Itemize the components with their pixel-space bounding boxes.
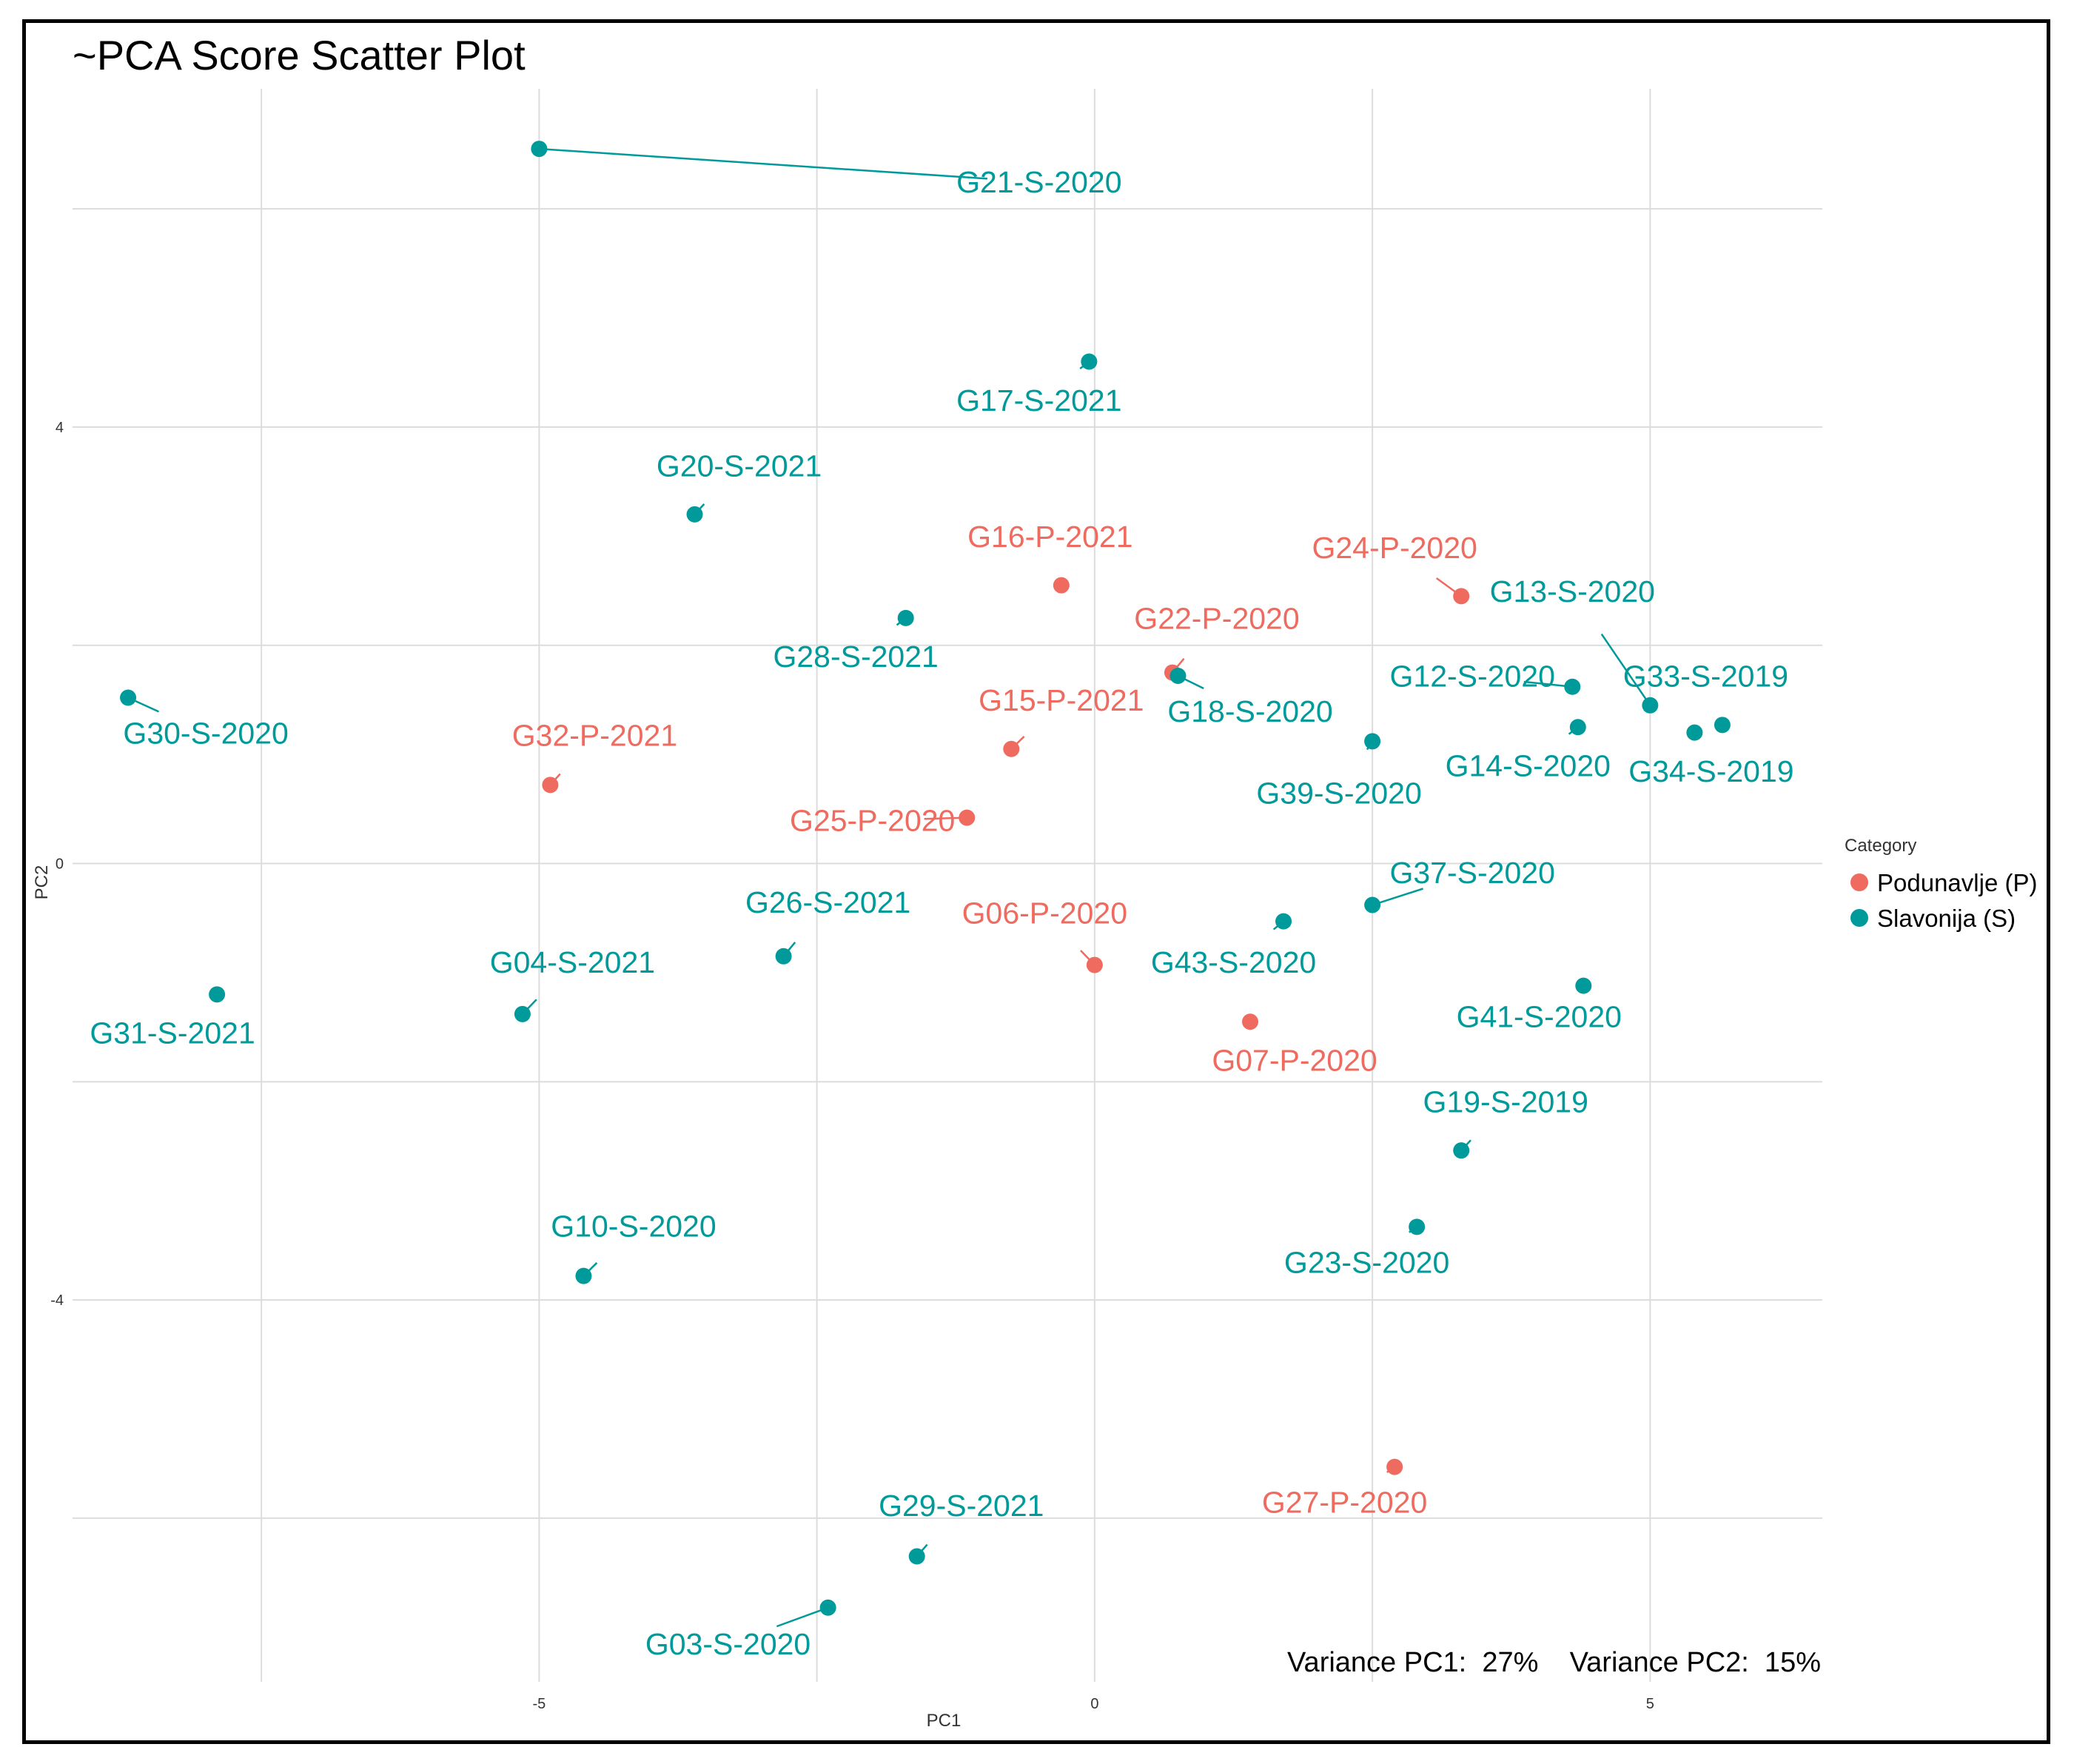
data-point — [1364, 733, 1381, 750]
point-label: G21-S-2020 — [956, 165, 1121, 199]
data-point — [209, 986, 226, 1003]
data-point — [819, 1599, 836, 1616]
data-point — [1686, 724, 1703, 741]
x-tick-label: 0 — [1090, 1696, 1098, 1712]
point-label: G31-S-2021 — [90, 1016, 255, 1050]
label-connector — [1600, 633, 1651, 706]
point-label: G29-S-2021 — [879, 1489, 1044, 1523]
point-label: G20-S-2021 — [657, 449, 822, 483]
label-connector — [1372, 888, 1423, 906]
data-point — [1575, 977, 1592, 994]
point-label: G06-P-2020 — [962, 896, 1127, 930]
point-label: G07-P-2020 — [1212, 1044, 1377, 1078]
data-point — [897, 609, 914, 626]
point-label: G19-S-2019 — [1423, 1085, 1588, 1119]
data-point — [959, 809, 976, 826]
point-label: G16-P-2021 — [967, 520, 1132, 554]
point-label: G12-S-2020 — [1390, 660, 1555, 694]
gridlines — [73, 89, 1822, 1682]
point-label: G28-S-2021 — [773, 640, 938, 674]
data-point — [1642, 697, 1659, 714]
label-connector — [776, 1606, 829, 1628]
point-label: G37-S-2020 — [1390, 856, 1555, 890]
data-point — [1453, 1142, 1470, 1159]
point-labels: G21-S-2020 G17-S-2021 G20-S-2021 G16-P-2021… — [90, 165, 1793, 1661]
point-label: G27-P-2020 — [1262, 1486, 1427, 1520]
data-point — [1364, 896, 1381, 913]
point-label: G22-P-2020 — [1134, 602, 1299, 636]
point-label: G24-P-2020 — [1312, 531, 1477, 565]
point-label: G26-S-2021 — [745, 885, 910, 919]
point-label: G32-P-2021 — [512, 718, 677, 752]
x-tick-label: -5 — [533, 1696, 546, 1712]
label-connector — [539, 147, 988, 180]
x-axis-title: PC1 — [927, 1711, 962, 1731]
data-point — [908, 1548, 925, 1565]
data-point — [542, 777, 559, 794]
point-label: G33-S-2019 — [1623, 660, 1788, 694]
data-point — [531, 141, 548, 158]
y-axis-title: PC2 — [32, 865, 52, 900]
legend-title: Category — [1845, 836, 1916, 856]
legend-key — [1850, 873, 1868, 891]
data-point — [686, 506, 703, 523]
legend-key — [1850, 909, 1868, 927]
data-point — [1081, 353, 1098, 370]
data-point — [1564, 678, 1581, 695]
data-point — [1569, 719, 1586, 736]
chart-title: ~PCA Score Scatter Plot — [73, 32, 526, 78]
point-label: G41-S-2020 — [1457, 1000, 1622, 1034]
data-point — [1053, 577, 1070, 594]
data-point — [575, 1267, 592, 1284]
point-label: G23-S-2020 — [1284, 1245, 1449, 1279]
variance-text: Variance PC1: 27% Variance PC2: 15% — [1287, 1647, 1821, 1678]
data-point — [1409, 1218, 1426, 1235]
data-point — [1453, 588, 1470, 605]
point-label: G10-S-2020 — [551, 1210, 716, 1244]
data-point — [775, 948, 792, 965]
x-tick-label: 5 — [1646, 1696, 1654, 1712]
point-label: G34-S-2019 — [1628, 754, 1793, 788]
point-label: G13-S-2020 — [1490, 574, 1655, 608]
y-tick-label: 4 — [56, 420, 64, 436]
y-tick-label: 0 — [56, 856, 64, 873]
axis-ticks: -5 0 5 4 0 -4 — [50, 420, 1654, 1712]
data-point — [1003, 740, 1020, 757]
data-point — [1169, 667, 1187, 684]
data-point — [1242, 1013, 1259, 1030]
point-label: G14-S-2020 — [1446, 749, 1611, 783]
data-point — [1714, 717, 1731, 734]
point-label: G25-P-2020 — [790, 803, 955, 837]
point-label: G04-S-2021 — [490, 945, 655, 979]
data-point — [514, 1005, 531, 1022]
point-label: G15-P-2021 — [979, 683, 1144, 717]
data-point — [120, 689, 137, 706]
point-label: G30-S-2020 — [123, 716, 288, 750]
data-points — [120, 141, 1731, 1616]
point-label: G39-S-2020 — [1256, 776, 1421, 810]
data-point — [1386, 1458, 1403, 1475]
legend: Category Podunavlje (P) Slavonija (S) — [1845, 836, 2037, 932]
data-point — [1086, 956, 1103, 973]
point-label: G03-S-2020 — [645, 1627, 811, 1661]
figure-frame — [22, 19, 2050, 1744]
point-label: G18-S-2020 — [1167, 694, 1332, 728]
legend-label: Podunavlje (P) — [1877, 869, 2037, 896]
point-label: G17-S-2021 — [956, 383, 1121, 417]
point-label: G43-S-2020 — [1151, 945, 1316, 979]
legend-label: Slavonija (S) — [1877, 905, 2016, 932]
data-point — [1275, 913, 1292, 930]
y-tick-label: -4 — [50, 1292, 64, 1309]
